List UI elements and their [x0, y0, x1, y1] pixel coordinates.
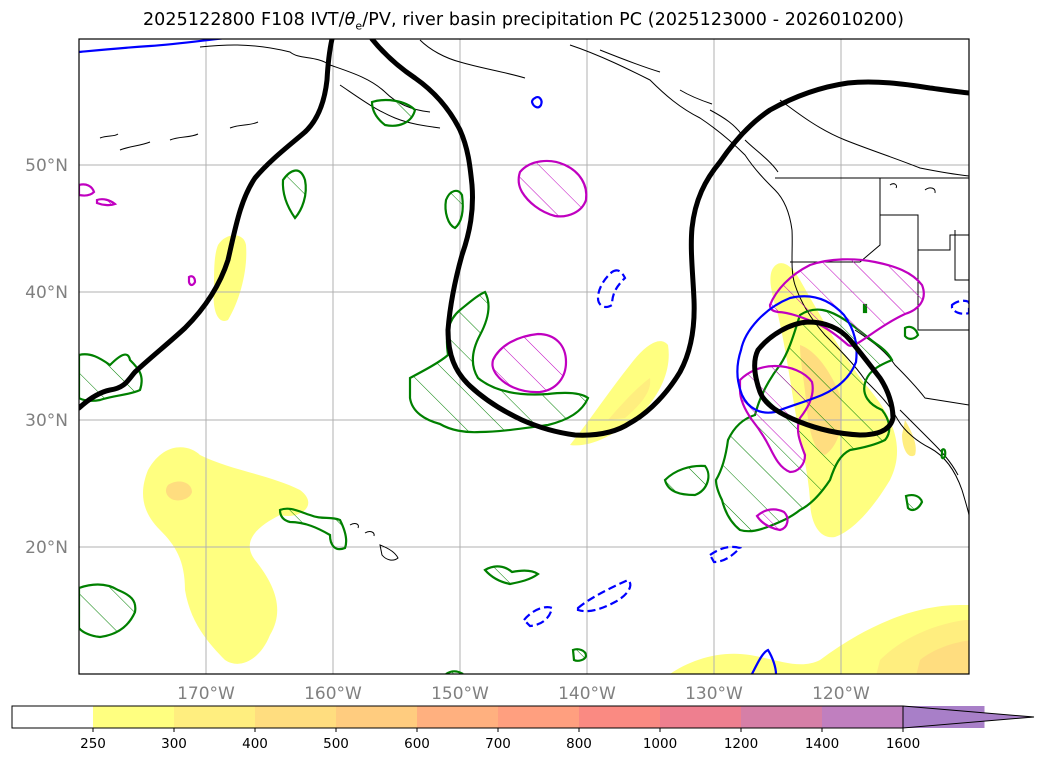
colorbar-segment: [579, 706, 661, 728]
lon-label-160w: 160°W: [304, 684, 362, 704]
colorbar-segment: [174, 706, 256, 728]
blue-contours: [79, 39, 969, 674]
latitude-labels: 50°N 40°N 30°N 20°N: [25, 156, 68, 558]
colorbar-tick-label: 1000: [643, 736, 677, 752]
lat-label-50: 50°N: [25, 156, 68, 176]
colorbar-outline: [11, 705, 903, 729]
longitude-labels: 170°W 160°W 150°W 140°W 130°W 120°W: [177, 684, 870, 704]
lat-label-20: 20°N: [25, 538, 68, 558]
lat-label-40: 40°N: [25, 283, 68, 303]
colorbar-segment: [336, 706, 418, 728]
colorbar-segment: [822, 706, 904, 728]
colorbar-extend-arrow: [902, 705, 1035, 729]
lon-label-120w: 120°W: [812, 684, 870, 704]
map-panel: [79, 39, 969, 674]
colorbar-tick-label: 1600: [886, 736, 920, 752]
lat-label-30: 30°N: [25, 411, 68, 431]
colorbar-tick-label: 1200: [724, 736, 758, 752]
colorbar-segment: [93, 706, 175, 728]
colorbar-segment: [498, 706, 580, 728]
colorbar-tick-label: 300: [161, 736, 187, 752]
green-contours: [79, 99, 947, 674]
colorbar-segment: [12, 706, 94, 728]
colorbar-segment: [741, 706, 823, 728]
colorbar-tick-label: 700: [485, 736, 511, 752]
colorbar-tick-label: 1400: [805, 736, 839, 752]
colorbar-tick-label: 250: [80, 736, 106, 752]
colorbar-tick-label: 400: [242, 736, 268, 752]
colorbar-segment: [660, 706, 742, 728]
lon-label-170w: 170°W: [177, 684, 235, 704]
map-frame: [78, 38, 970, 675]
lon-label-140w: 140°W: [558, 684, 616, 704]
colorbar-tick-label: 600: [404, 736, 430, 752]
colorbar-segment: [417, 706, 499, 728]
map-title: 2025122800 F108 IVT/θe/PV, river basin p…: [142, 10, 905, 33]
colorbar-segment: [255, 706, 337, 728]
lon-label-130w: 130°W: [685, 684, 743, 704]
colorbar: 250 300 400 500 600 700 800 1000 1200 1400 1600: [11, 705, 1035, 752]
colorbar-tick-label: 800: [566, 736, 592, 752]
pv-contour: [79, 39, 969, 438]
colorbar-tick-label: 500: [323, 736, 349, 752]
lon-label-150w: 150°W: [431, 684, 489, 704]
magenta-contours: [79, 159, 925, 532]
